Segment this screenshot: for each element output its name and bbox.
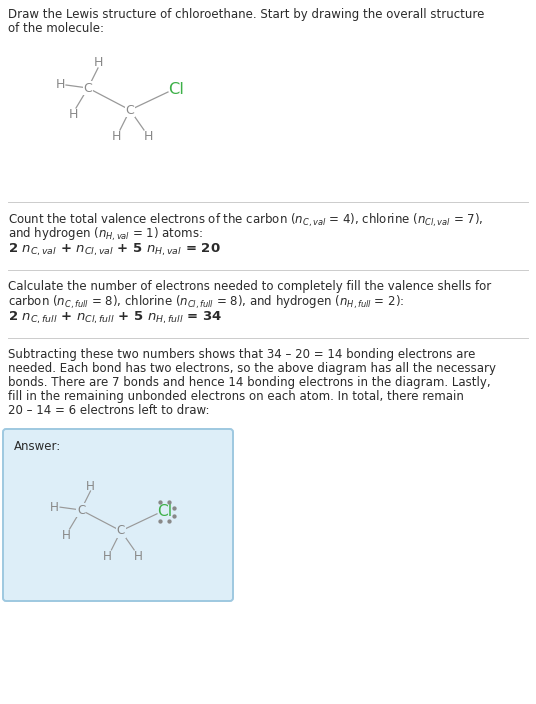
Text: C: C xyxy=(125,103,135,116)
Text: and hydrogen ($n_{H,val}$ = 1) atoms:: and hydrogen ($n_{H,val}$ = 1) atoms: xyxy=(8,226,203,243)
Text: Subtracting these two numbers shows that 34 – 20 = 14 bonding electrons are: Subtracting these two numbers shows that… xyxy=(8,348,475,361)
Text: Cl: Cl xyxy=(157,504,172,520)
Text: Count the total valence electrons of the carbon ($n_{C,val}$ = 4), chlorine ($n_: Count the total valence electrons of the… xyxy=(8,212,483,230)
Text: Calculate the number of electrons needed to completely fill the valence shells f: Calculate the number of electrons needed… xyxy=(8,280,492,293)
Text: Answer:: Answer: xyxy=(14,440,61,453)
Text: H: H xyxy=(68,108,78,122)
FancyBboxPatch shape xyxy=(3,429,233,601)
Text: fill in the remaining unbonded electrons on each atom. In total, there remain: fill in the remaining unbonded electrons… xyxy=(8,390,464,403)
Text: bonds. There are 7 bonds and hence 14 bonding electrons in the diagram. Lastly,: bonds. There are 7 bonds and hence 14 bo… xyxy=(8,376,490,389)
Text: H: H xyxy=(55,79,65,92)
Text: H: H xyxy=(62,529,71,542)
Text: of the molecule:: of the molecule: xyxy=(8,22,104,35)
Text: H: H xyxy=(93,56,103,70)
Text: C: C xyxy=(84,82,92,94)
Text: Cl: Cl xyxy=(168,82,184,97)
Text: H: H xyxy=(111,130,121,144)
Text: 2 $n_{C,val}$ + $n_{Cl,val}$ + 5 $n_{H,val}$ = 20: 2 $n_{C,val}$ + $n_{Cl,val}$ + 5 $n_{H,v… xyxy=(8,242,221,258)
Text: carbon ($n_{C,full}$ = 8), chlorine ($n_{Cl,full}$ = 8), and hydrogen ($n_{H,ful: carbon ($n_{C,full}$ = 8), chlorine ($n_… xyxy=(8,294,404,311)
Text: needed. Each bond has two electrons, so the above diagram has all the necessary: needed. Each bond has two electrons, so … xyxy=(8,362,496,375)
Text: H: H xyxy=(86,479,95,493)
Text: C: C xyxy=(117,524,125,537)
Text: 2 $n_{C,full}$ + $n_{Cl,full}$ + 5 $n_{H,full}$ = 34: 2 $n_{C,full}$ + $n_{Cl,full}$ + 5 $n_{H… xyxy=(8,310,222,327)
Text: H: H xyxy=(103,550,112,563)
Text: H: H xyxy=(50,501,59,514)
Text: C: C xyxy=(77,503,85,517)
Text: Draw the Lewis structure of chloroethane. Start by drawing the overall structure: Draw the Lewis structure of chloroethane… xyxy=(8,8,485,21)
Text: H: H xyxy=(133,550,143,563)
Text: H: H xyxy=(143,130,153,144)
Text: 20 – 14 = 6 electrons left to draw:: 20 – 14 = 6 electrons left to draw: xyxy=(8,404,210,417)
